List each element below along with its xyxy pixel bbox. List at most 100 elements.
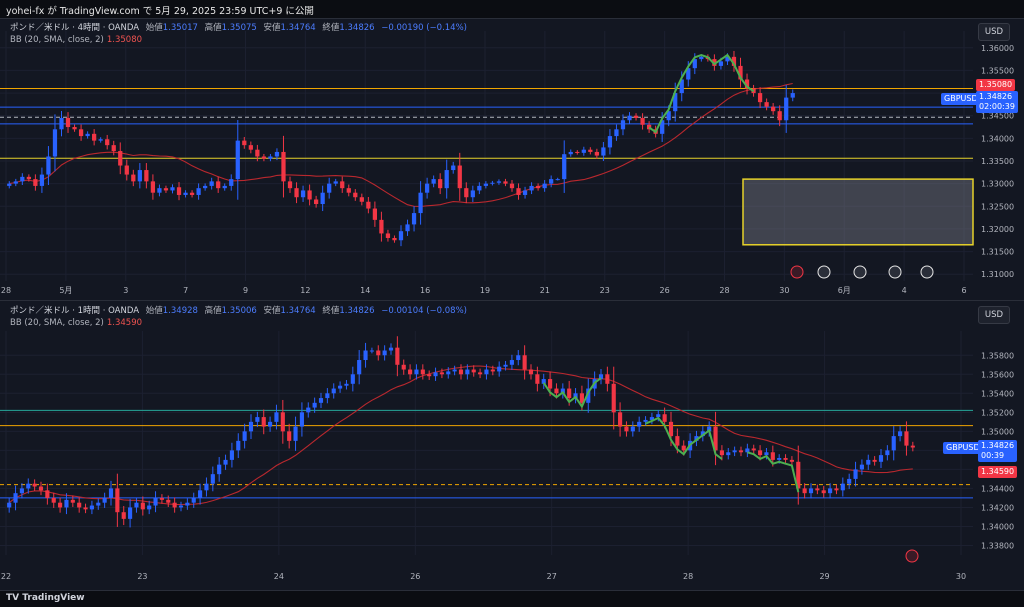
candle-body [444, 170, 449, 189]
candle [51, 492, 56, 508]
candle-body [89, 505, 94, 510]
candle [840, 477, 845, 497]
time-tick-label: 14 [360, 286, 370, 295]
chart-1h-canvas[interactable]: 1.35800 1.35600 1.35400 1.35200 1.35000 1.348… [0, 301, 1024, 591]
candle [131, 169, 136, 187]
candle-body [471, 369, 476, 373]
candle [516, 350, 521, 366]
candle-body [32, 483, 37, 487]
candle [274, 404, 279, 430]
candle-body [866, 459, 871, 465]
candle-body [13, 181, 18, 184]
candle-body [203, 185, 208, 189]
candle-body [46, 156, 51, 175]
bb-price-tag: 1.35080 [976, 79, 1016, 91]
candle-body [353, 192, 358, 198]
candle-body [707, 426, 712, 432]
tradingview-logo[interactable]: 𝗧𝗩 TradingView [6, 593, 85, 603]
candle [633, 113, 639, 121]
candle-body [359, 197, 364, 202]
candle [144, 163, 149, 189]
candle-body [96, 502, 101, 506]
candle-body [229, 179, 234, 186]
bb-legend-1h[interactable]: BB (20, SMA, close, 2) 1.34590 [10, 318, 142, 329]
projection-path [542, 377, 602, 409]
candle [96, 498, 101, 510]
candle-body [248, 421, 254, 432]
candle-body [92, 133, 97, 141]
candle-body [65, 117, 71, 128]
candle [242, 423, 247, 449]
candle [452, 365, 457, 376]
candle [33, 174, 38, 191]
time-axis: 28 5月 3 7 9 12 14 16 19 21 23 26 28 30 6月 4 6 [1, 286, 967, 295]
candle [464, 182, 469, 204]
candle [414, 364, 419, 380]
candle [70, 495, 75, 507]
candle [424, 177, 430, 199]
bb-legend-4h[interactable]: BB (20, SMA, close, 2) 1.35080 [10, 35, 142, 46]
candle-body [594, 151, 599, 156]
candle-body [13, 493, 18, 503]
time-tick-label: 30 [779, 286, 789, 295]
time-axis: 22 23 24 26 27 28 29 30 [1, 572, 966, 581]
candle [555, 177, 560, 181]
candle [542, 180, 547, 192]
candle [891, 426, 896, 461]
candle-body [102, 497, 107, 503]
candle-body [405, 224, 410, 232]
symbol-title: ポンド／米ドル · 4時間 · OANDA [10, 23, 140, 33]
candle [771, 103, 776, 115]
candle-body [568, 151, 573, 155]
candle [640, 113, 645, 130]
candle-body [338, 385, 343, 389]
candle-body [624, 426, 629, 432]
chart-4h-canvas[interactable]: 1.360001.355001.350001.345001.340001.335… [0, 19, 1024, 300]
candle [46, 146, 51, 185]
candle-body [548, 379, 553, 389]
candle-body [111, 145, 116, 152]
close-value: 1.34826 [339, 306, 375, 316]
grid-lines [0, 31, 973, 281]
candle-body [210, 474, 215, 484]
candle-body [217, 464, 222, 475]
candle-body [898, 431, 903, 437]
grid-lines [0, 331, 973, 555]
candle [637, 416, 642, 432]
candle-body [699, 56, 704, 60]
chart-panel-4h[interactable]: 1.360001.355001.350001.345001.340001.335… [0, 18, 1024, 300]
candle-body [196, 188, 201, 195]
currency-button[interactable]: USD [978, 306, 1010, 324]
candle [261, 409, 266, 435]
chart-panel-1h[interactable]: 1.35800 1.35600 1.35400 1.35200 1.35000 1.348… [0, 300, 1024, 591]
candle [611, 366, 616, 430]
candle [268, 153, 273, 162]
open-value: 1.35017 [162, 23, 198, 33]
candle-body [522, 355, 527, 370]
candle-body [261, 156, 267, 159]
candle [314, 195, 319, 208]
candle [137, 163, 142, 189]
bb-middle-line [9, 82, 793, 208]
candle [344, 379, 349, 390]
candle-body [170, 187, 175, 191]
bar-countdown: 02:00:39 [979, 102, 1015, 111]
time-tick-label: 28 [719, 286, 729, 295]
candle-body [287, 431, 292, 441]
candle [904, 421, 909, 456]
time-tick-label: 21 [540, 286, 550, 295]
candle [128, 498, 133, 528]
candle [784, 84, 789, 133]
candle-body [686, 68, 691, 80]
candle-body [294, 188, 299, 198]
candle-body [229, 450, 234, 460]
candle [783, 454, 788, 464]
change-value: −0.00190 (−0.14%) [381, 23, 467, 33]
candle [294, 182, 299, 204]
candle-body [607, 136, 613, 148]
currency-button[interactable]: USD [978, 23, 1010, 41]
candle-body [408, 369, 413, 375]
candle-body [673, 93, 678, 112]
candle [575, 150, 580, 155]
price-tick-label: 1.34400 [981, 484, 1014, 493]
